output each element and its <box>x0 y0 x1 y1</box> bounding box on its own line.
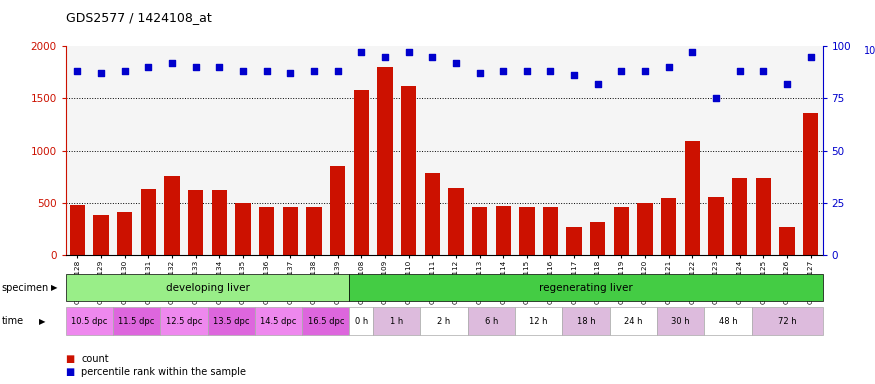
Bar <box>685 141 700 255</box>
Point <box>284 70 298 76</box>
Text: 1 h: 1 h <box>390 316 403 326</box>
Bar <box>613 207 629 255</box>
Text: count: count <box>81 354 109 364</box>
Text: ■: ■ <box>66 354 75 364</box>
Bar <box>780 227 794 255</box>
Text: specimen: specimen <box>2 283 49 293</box>
Text: regenerating liver: regenerating liver <box>539 283 633 293</box>
Text: 12.5 dpc: 12.5 dpc <box>165 316 202 326</box>
Point <box>71 68 85 74</box>
Text: ■: ■ <box>66 367 75 377</box>
Point <box>165 60 179 66</box>
Bar <box>164 176 179 255</box>
Bar <box>401 86 416 255</box>
Bar <box>424 173 440 255</box>
Bar <box>756 178 771 255</box>
Bar <box>235 203 251 255</box>
Bar <box>662 198 676 255</box>
Text: ▶: ▶ <box>51 283 57 292</box>
Bar <box>259 207 275 255</box>
Text: 12 h: 12 h <box>529 316 548 326</box>
Bar <box>495 206 511 255</box>
Bar <box>519 207 535 255</box>
Point <box>213 64 227 70</box>
Point <box>449 60 463 66</box>
Point <box>543 68 557 74</box>
Bar <box>732 178 747 255</box>
Point <box>425 53 439 60</box>
Point <box>118 68 132 74</box>
Bar <box>542 207 558 255</box>
Point <box>307 68 321 74</box>
Point <box>378 53 392 60</box>
Point <box>496 68 510 74</box>
Text: 2 h: 2 h <box>438 316 451 326</box>
Point <box>402 49 416 55</box>
Point <box>520 68 534 74</box>
Bar <box>354 90 369 255</box>
Point <box>142 64 156 70</box>
Bar <box>94 215 108 255</box>
Point <box>591 81 605 87</box>
Bar <box>188 190 203 255</box>
Point <box>780 81 794 87</box>
Point <box>94 70 108 76</box>
Bar <box>283 207 298 255</box>
Point <box>236 68 250 74</box>
Bar <box>590 222 605 255</box>
Text: 100%: 100% <box>864 46 875 56</box>
Bar <box>566 227 582 255</box>
Point <box>331 68 345 74</box>
Text: GDS2577 / 1424108_at: GDS2577 / 1424108_at <box>66 12 212 25</box>
Bar <box>472 207 487 255</box>
Text: 18 h: 18 h <box>577 316 595 326</box>
Bar <box>709 197 724 255</box>
Point <box>567 72 581 78</box>
Point <box>260 68 274 74</box>
Point <box>685 49 699 55</box>
Text: time: time <box>2 316 24 326</box>
Point <box>662 64 676 70</box>
Point <box>803 53 817 60</box>
Point <box>756 68 770 74</box>
Bar <box>70 205 85 255</box>
Text: 24 h: 24 h <box>624 316 642 326</box>
Bar <box>803 113 818 255</box>
Text: 72 h: 72 h <box>778 316 796 326</box>
Point <box>473 70 487 76</box>
Text: 16.5 dpc: 16.5 dpc <box>307 316 344 326</box>
Text: 48 h: 48 h <box>718 316 738 326</box>
Bar <box>306 207 322 255</box>
Bar <box>117 212 132 255</box>
Text: 0 h: 0 h <box>354 316 367 326</box>
Text: 14.5 dpc: 14.5 dpc <box>260 316 297 326</box>
Bar <box>377 67 393 255</box>
Point <box>614 68 628 74</box>
Bar <box>330 166 346 255</box>
Text: 13.5 dpc: 13.5 dpc <box>213 316 249 326</box>
Bar <box>141 189 156 255</box>
Text: 6 h: 6 h <box>485 316 498 326</box>
Text: 11.5 dpc: 11.5 dpc <box>118 316 155 326</box>
Text: percentile rank within the sample: percentile rank within the sample <box>81 367 247 377</box>
Bar <box>448 189 464 255</box>
Point <box>189 64 203 70</box>
Text: ▶: ▶ <box>38 316 45 326</box>
Bar <box>637 203 653 255</box>
Point <box>354 49 368 55</box>
Point <box>732 68 746 74</box>
Text: 10.5 dpc: 10.5 dpc <box>71 316 108 326</box>
Bar <box>212 190 227 255</box>
Text: 30 h: 30 h <box>671 316 690 326</box>
Point <box>709 95 723 101</box>
Point <box>638 68 652 74</box>
Text: developing liver: developing liver <box>165 283 249 293</box>
